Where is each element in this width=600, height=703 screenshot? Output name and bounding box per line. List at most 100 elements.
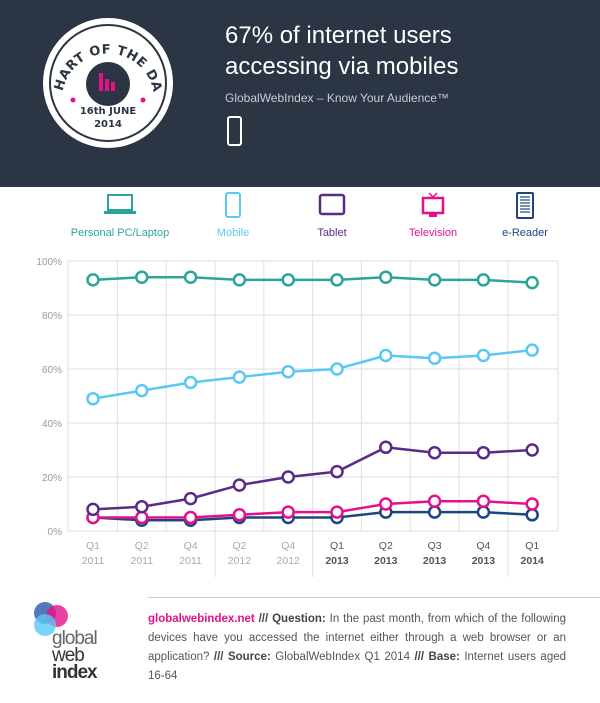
- legend-label: Personal PC/Laptop: [70, 227, 170, 239]
- data-point: [379, 348, 393, 363]
- mobile-icon: [225, 192, 241, 218]
- data-point: [379, 270, 393, 284]
- page-title: 67% of internet users accessing via mobil…: [225, 22, 459, 80]
- data-point: [525, 497, 539, 511]
- x-tick-quarter: Q2: [379, 540, 393, 552]
- x-tick-year: 2012: [228, 555, 252, 567]
- data-point: [183, 270, 198, 284]
- x-tick-quarter: Q1: [525, 540, 539, 552]
- x-tick-year: 2013: [374, 555, 398, 567]
- data-point: [476, 494, 491, 509]
- data-point: [476, 273, 491, 287]
- legend-label: Television: [408, 227, 458, 239]
- data-point: [330, 464, 344, 479]
- x-tick-quarter: Q4: [184, 540, 198, 552]
- data-point: [281, 505, 295, 519]
- legend-item: Television: [373, 192, 493, 239]
- badge-year: 2014: [94, 119, 122, 130]
- data-point: [183, 510, 198, 525]
- data-point: [183, 375, 198, 390]
- x-tick-year: 2013: [325, 555, 349, 567]
- y-tick-label: 80%: [42, 311, 62, 322]
- data-point: [476, 445, 491, 460]
- subtitle: GlobalWebIndex – Know Your Audience™: [225, 91, 449, 105]
- mobile-icon: [227, 116, 242, 146]
- series-line: [93, 500, 533, 519]
- data-point: [86, 391, 100, 406]
- data-point: [281, 470, 295, 484]
- data-point: [525, 275, 539, 290]
- data-point: [232, 273, 247, 287]
- x-tick-year: 2012: [277, 555, 301, 567]
- data-point: [232, 478, 247, 492]
- data-point: [379, 440, 393, 455]
- data-point: [281, 273, 295, 287]
- x-tick-quarter: Q1: [330, 540, 344, 552]
- x-tick-quarter: Q4: [281, 540, 295, 552]
- data-point: [427, 273, 442, 287]
- data-point: [135, 510, 149, 525]
- series-line: [92, 510, 533, 522]
- legend-label: Tablet: [317, 227, 347, 239]
- data-point: [135, 499, 149, 514]
- x-tick-year: 2013: [423, 555, 447, 567]
- globalwebindex-logo: [30, 598, 110, 688]
- legend-item: e-Reader: [465, 192, 585, 239]
- data-point: [427, 351, 442, 365]
- badge-date: 16th JUNE: [79, 106, 137, 117]
- data-point: [427, 445, 442, 460]
- data-point: [135, 383, 149, 398]
- x-tick-year: 2013: [472, 555, 496, 567]
- series-line: [92, 275, 533, 284]
- y-tick-label: 20%: [42, 473, 62, 484]
- data-point: [232, 508, 247, 522]
- data-point: [476, 348, 491, 363]
- x-tick-quarter: Q1: [86, 540, 100, 552]
- data-point: [86, 502, 100, 517]
- x-tick-quarter: Q3: [428, 540, 442, 552]
- y-tick-label: 100%: [36, 257, 62, 268]
- data-point: [330, 505, 344, 519]
- badge-arc-text: CHART OF THE DAY: [43, 18, 164, 106]
- data-point: [525, 443, 539, 457]
- chart-of-the-day-badge: CHART OF THE DAY 16th JUNE 2014: [43, 18, 173, 148]
- tablet-icon: [318, 193, 346, 216]
- divider: [148, 597, 600, 598]
- data-point: [183, 491, 198, 506]
- legend-label: Mobile: [216, 227, 250, 239]
- footnote: globalwebindex.net /// Question: In the …: [148, 613, 567, 682]
- x-tick-year: 2011: [179, 555, 202, 567]
- data-point: [379, 497, 393, 511]
- series-line: [92, 348, 533, 400]
- y-tick-label: 60%: [42, 365, 62, 376]
- series-line: [92, 446, 533, 511]
- data-point: [525, 508, 539, 522]
- logo-text: global web index: [52, 628, 98, 683]
- data-point: [232, 370, 247, 384]
- x-tick-year: 2014: [521, 555, 545, 567]
- x-tick-quarter: Q4: [476, 540, 490, 552]
- data-point: [525, 343, 539, 357]
- legend-item: Mobile: [173, 192, 293, 239]
- legend-item: Personal PC/Laptop: [60, 192, 180, 239]
- x-tick-quarter: Q2: [232, 540, 246, 552]
- site-link[interactable]: globalwebindex.net: [148, 613, 255, 625]
- data-point: [330, 362, 344, 376]
- data-point: [135, 270, 149, 284]
- y-tick-label: 0%: [48, 527, 63, 538]
- television-icon: [421, 192, 445, 217]
- data-point: [427, 505, 442, 519]
- legend-item: Tablet: [272, 192, 392, 239]
- x-tick-year: 2011: [82, 555, 105, 567]
- data-point: [330, 273, 344, 287]
- legend-label: e-Reader: [502, 227, 548, 239]
- data-point: [86, 273, 100, 287]
- laptop-icon: [104, 194, 136, 214]
- data-point: [476, 505, 491, 519]
- data-point: [427, 494, 442, 509]
- ereader-icon: [516, 192, 534, 219]
- x-tick-quarter: Q2: [135, 540, 149, 552]
- x-tick-year: 2011: [131, 555, 154, 567]
- y-tick-label: 40%: [42, 419, 62, 430]
- header: CHART OF THE DAY 16th JUNE 2014 67% of i…: [0, 0, 600, 187]
